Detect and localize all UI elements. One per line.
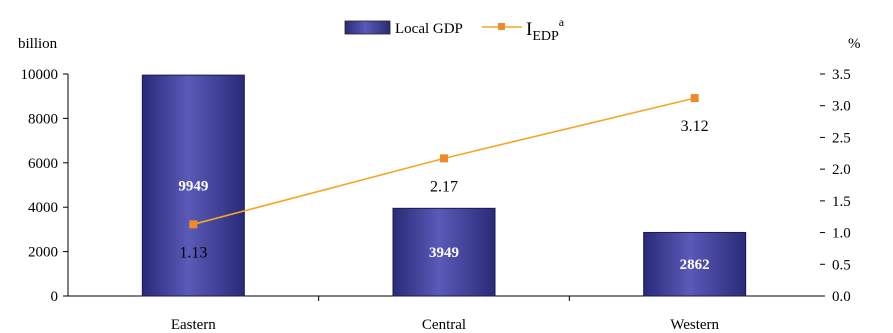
bar	[392, 207, 496, 297]
iedp-point	[440, 154, 448, 163]
right-tick-label: 2.5	[832, 130, 851, 146]
iedp-point	[690, 94, 699, 103]
left-tick-label: 0	[51, 289, 59, 305]
right-tick-label: 1.0	[832, 226, 851, 242]
iedp-point-label: 2.17	[430, 178, 458, 195]
bar-value-label: 9949	[178, 179, 208, 195]
category-label: Western	[670, 317, 719, 333]
legend-line-label: IEDPa	[526, 15, 565, 44]
bar	[643, 231, 747, 297]
right-axis-ticks: 0.0 0.5 1.0 1.5 2.0 2.5 3.0 3.5	[820, 67, 851, 305]
right-tick-label: 2.0	[832, 162, 851, 178]
legend-line-marker	[498, 23, 505, 30]
right-tick-label: 0.5	[832, 257, 851, 273]
legend-bar-swatch	[344, 20, 391, 35]
iedp-point-label: 3.12	[681, 118, 709, 135]
left-axis-unit: billion	[18, 36, 58, 52]
iedp-point-label: 1.13	[179, 244, 207, 261]
left-axis-ticks: 0 2000 4000 6000 8000 10000	[21, 67, 68, 305]
right-tick-label: 3.5	[832, 67, 851, 83]
line-series: 1.13 2.17 3.12	[179, 94, 709, 261]
left-tick-label: 8000	[28, 111, 58, 127]
right-tick-label: 3.0	[832, 99, 851, 115]
legend-line-label-sub: EDP	[532, 29, 559, 44]
right-tick-label: 0.0	[832, 289, 851, 305]
left-tick-label: 2000	[28, 245, 58, 261]
left-tick-label: 6000	[28, 156, 58, 172]
category-label: Eastern	[171, 317, 216, 333]
legend-line-label-main: I	[526, 19, 532, 40]
category-ticks: Eastern Central Western	[171, 296, 720, 333]
left-tick-label: 4000	[28, 200, 58, 216]
right-axis-unit: %	[848, 36, 861, 52]
bar-series: 9949 3949 2862	[141, 74, 747, 297]
category-label: Central	[422, 317, 466, 333]
left-tick-label: 10000	[21, 67, 59, 83]
right-tick-label: 1.5	[832, 194, 851, 210]
bar	[141, 74, 245, 297]
legend-bar-label: Local GDP	[395, 21, 463, 37]
bar-value-label: 2862	[680, 257, 710, 273]
legend: Local GDP IEDPa	[344, 15, 565, 44]
bar-value-label: 3949	[429, 245, 459, 261]
legend-line-label-sup: a	[559, 15, 565, 29]
iedp-point	[189, 220, 198, 229]
